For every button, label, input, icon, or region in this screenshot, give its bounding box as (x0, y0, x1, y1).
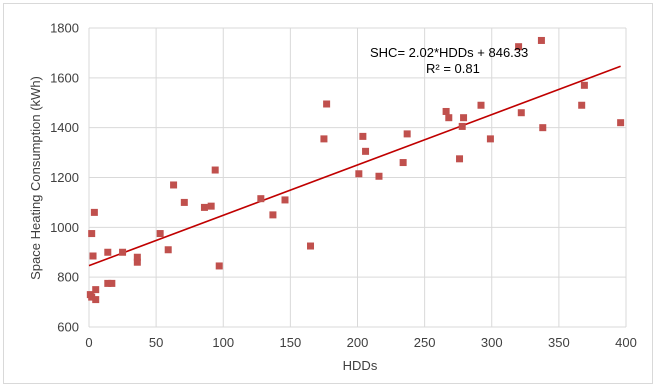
y-tick-label: 800 (57, 270, 79, 285)
data-point (92, 286, 100, 294)
x-axis-title: HDDs (343, 358, 378, 373)
data-point (539, 124, 547, 132)
data-point (269, 211, 277, 219)
data-point (323, 100, 331, 108)
data-point (200, 203, 208, 211)
data-point (133, 253, 141, 261)
data-point (307, 242, 315, 250)
data-point (517, 109, 525, 117)
data-point (442, 107, 450, 115)
data-point (207, 202, 215, 210)
data-point (355, 170, 363, 178)
trendline (88, 65, 621, 267)
x-tick-label: 50 (149, 335, 163, 350)
data-point (215, 262, 223, 270)
data-point (515, 43, 523, 51)
x-tick-label: 200 (347, 335, 369, 350)
x-tick-label: 0 (85, 335, 92, 350)
x-tick-label: 350 (548, 335, 570, 350)
data-point (211, 166, 219, 174)
data-point (92, 296, 100, 304)
x-tick-label: 150 (280, 335, 302, 350)
data-point (133, 258, 141, 266)
x-tick-labels: 0 50 100 150 200 250 300 350 400 (85, 335, 636, 350)
data-point (458, 122, 466, 130)
data-point (403, 130, 411, 138)
y-axis-title: Space Heating Consumption (kWh) (28, 76, 43, 280)
data-point (486, 135, 494, 143)
data-point (477, 101, 485, 109)
data-point (456, 155, 464, 163)
data-point (88, 230, 96, 238)
data-point (445, 114, 453, 122)
grid-lines (88, 27, 627, 328)
data-point (537, 36, 545, 44)
x-tick-label: 250 (414, 335, 436, 350)
data-point (108, 279, 116, 287)
data-point (578, 101, 586, 109)
data-point (89, 252, 97, 260)
y-tick-label: 600 (57, 320, 79, 335)
data-point (119, 248, 127, 256)
data-point (90, 208, 98, 216)
trendline-equation: SHC= 2.02*HDDs + 846.33 (370, 45, 528, 60)
data-point (320, 135, 328, 143)
x-tick-label: 100 (212, 335, 234, 350)
data-point (104, 279, 112, 287)
data-point (617, 119, 625, 127)
chart-frame (3, 3, 653, 384)
data-point (460, 114, 468, 122)
y-tick-label: 1400 (50, 120, 79, 135)
data-point (281, 196, 289, 204)
data-point (375, 172, 383, 180)
x-tick-label: 300 (481, 335, 503, 350)
y-tick-label: 1600 (50, 70, 79, 85)
data-point (580, 81, 588, 89)
data-point (362, 147, 370, 155)
data-point (170, 181, 178, 189)
data-point (180, 198, 188, 206)
data-point (156, 230, 164, 238)
y-tick-labels: 600 800 1000 1200 1400 1600 1800 (50, 21, 79, 335)
y-tick-label: 1000 (50, 220, 79, 235)
data-point (257, 195, 265, 203)
data-point (359, 132, 367, 140)
y-tick-label: 1200 (50, 170, 79, 185)
x-tick-label: 400 (615, 335, 637, 350)
data-point (88, 293, 96, 301)
data-point (399, 159, 407, 167)
y-tick-label: 1800 (50, 21, 79, 36)
data-point (104, 248, 112, 256)
data-point (164, 246, 172, 254)
r-squared-label: R² = 0.81 (426, 61, 480, 76)
data-points (86, 36, 625, 304)
